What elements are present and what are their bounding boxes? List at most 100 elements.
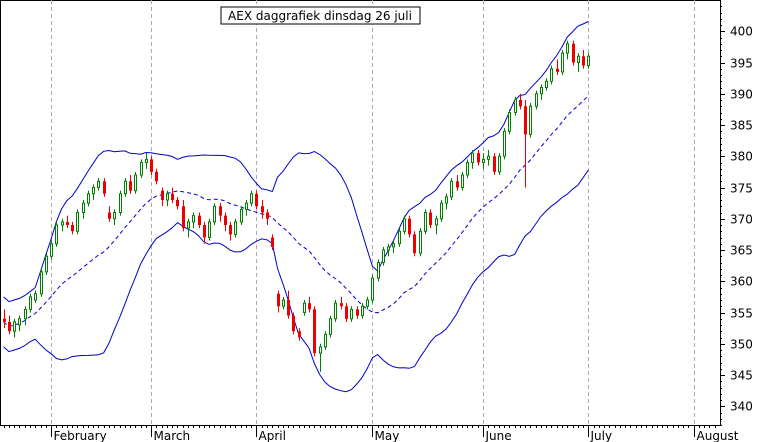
candle-body-down (129, 181, 132, 191)
candle-body-down (408, 218, 411, 235)
candle-body-down (150, 159, 153, 172)
candle-body-up (382, 249, 385, 263)
candle-body-up (29, 296, 32, 310)
candle-body-up (34, 293, 37, 301)
candle-body-up (166, 193, 169, 201)
candle-body-up (424, 212, 427, 232)
candle-body-up (192, 215, 195, 223)
candle-body-up (535, 93, 538, 107)
candle-body-up (403, 218, 406, 232)
x-month-label: March (154, 429, 191, 442)
candle-body-up (124, 180, 127, 195)
candle-body-down (8, 321, 11, 332)
candle-body-up (471, 152, 474, 163)
candle-body-down (313, 309, 316, 354)
candle-body-down (582, 56, 585, 66)
candle-body-up (245, 202, 248, 210)
candle-body-up (113, 212, 116, 220)
candle-body-up (213, 205, 216, 223)
candle-body-down (429, 212, 432, 225)
candle-body-up (250, 193, 253, 204)
y-tick-label: 390 (730, 88, 753, 102)
candle-body-up (40, 271, 43, 295)
y-tick-label: 345 (730, 369, 753, 383)
candle-body-up (50, 243, 53, 257)
candle-body-up (561, 52, 564, 73)
candle-body-down (3, 318, 6, 322)
candle-body-up (545, 80, 548, 88)
candle-body-up (240, 208, 243, 223)
candle-body-down (103, 181, 106, 194)
moving-average (3, 95, 589, 328)
candle-body-down (171, 193, 174, 200)
candle-body-up (334, 302, 337, 320)
candle-body-up (61, 221, 64, 226)
candle-body-down (277, 293, 280, 307)
candle-body-down (298, 331, 301, 338)
candle-body-down (261, 206, 264, 213)
y-tick-label: 365 (730, 244, 753, 258)
y-axis: 340 345 350 355 360 365 370 375 380 385 390 395 400 (720, 6, 753, 426)
y-tick-label: 385 (730, 119, 753, 133)
candle-body-down (556, 68, 559, 72)
candle-body-up (435, 218, 438, 226)
x-month-label: June (485, 429, 512, 442)
candle-body-up (387, 246, 390, 251)
y-tick-label: 360 (730, 275, 753, 289)
candle-body-up (13, 321, 16, 332)
candle-body-down (155, 171, 158, 182)
candle-body-up (282, 299, 285, 307)
x-month-label: February (54, 429, 107, 442)
candle-body-up (324, 333, 327, 348)
candle-body-down (477, 153, 480, 163)
candle-body-down (203, 225, 206, 238)
candle-body-up (377, 262, 380, 279)
candle-body-up (18, 318, 21, 326)
y-tick-label: 340 (730, 400, 753, 414)
y-tick-label: 350 (730, 338, 753, 352)
candle-body-down (413, 234, 416, 254)
candle-body-up (119, 193, 122, 213)
candle-body-up (450, 180, 453, 198)
x-month-label: August (697, 429, 739, 442)
candle-body-up (361, 305, 364, 317)
candle-body-down (287, 300, 290, 316)
candle-body-down (108, 212, 111, 219)
candle-body-down (224, 215, 227, 225)
candle-body-up (419, 230, 422, 254)
candle-body-up (398, 230, 401, 245)
candle-body-down (356, 309, 359, 316)
candle-body-up (87, 193, 90, 204)
upper-band (3, 21, 589, 303)
x-month-label: May (375, 429, 400, 442)
candle-body-up (540, 87, 543, 95)
y-tick-label: 380 (730, 150, 753, 164)
candle-body-up (97, 180, 100, 188)
candle-body-down (176, 200, 179, 207)
candle-body-up (303, 302, 306, 313)
candle-body-up (234, 221, 237, 235)
candle-body-down (229, 225, 232, 235)
y-tick-label: 375 (730, 182, 753, 196)
candle-body-up (498, 155, 501, 173)
candle-body-down (292, 315, 295, 332)
candle-body-down (266, 212, 269, 219)
candle-body-down (271, 237, 274, 247)
candle-body-up (55, 224, 58, 245)
chart-title-box: AEX daggrafiek dinsdag 26 juli (220, 6, 421, 25)
candle-body-up (366, 299, 369, 307)
candle-body-up (82, 202, 85, 213)
candle-body-down (219, 206, 222, 216)
x-axis: February March April May June July August (4, 425, 739, 442)
candle-body-up (482, 158, 485, 163)
candle-body-up (76, 212, 79, 232)
y-tick-label: 395 (730, 57, 753, 71)
candle-body-up (461, 174, 464, 188)
lower-band (3, 169, 589, 393)
chart-title-frame (220, 6, 421, 25)
candle-body-down (456, 181, 459, 188)
candle-body-down (519, 100, 522, 107)
candle-body-up (445, 196, 448, 204)
candle-body-down (66, 221, 69, 225)
